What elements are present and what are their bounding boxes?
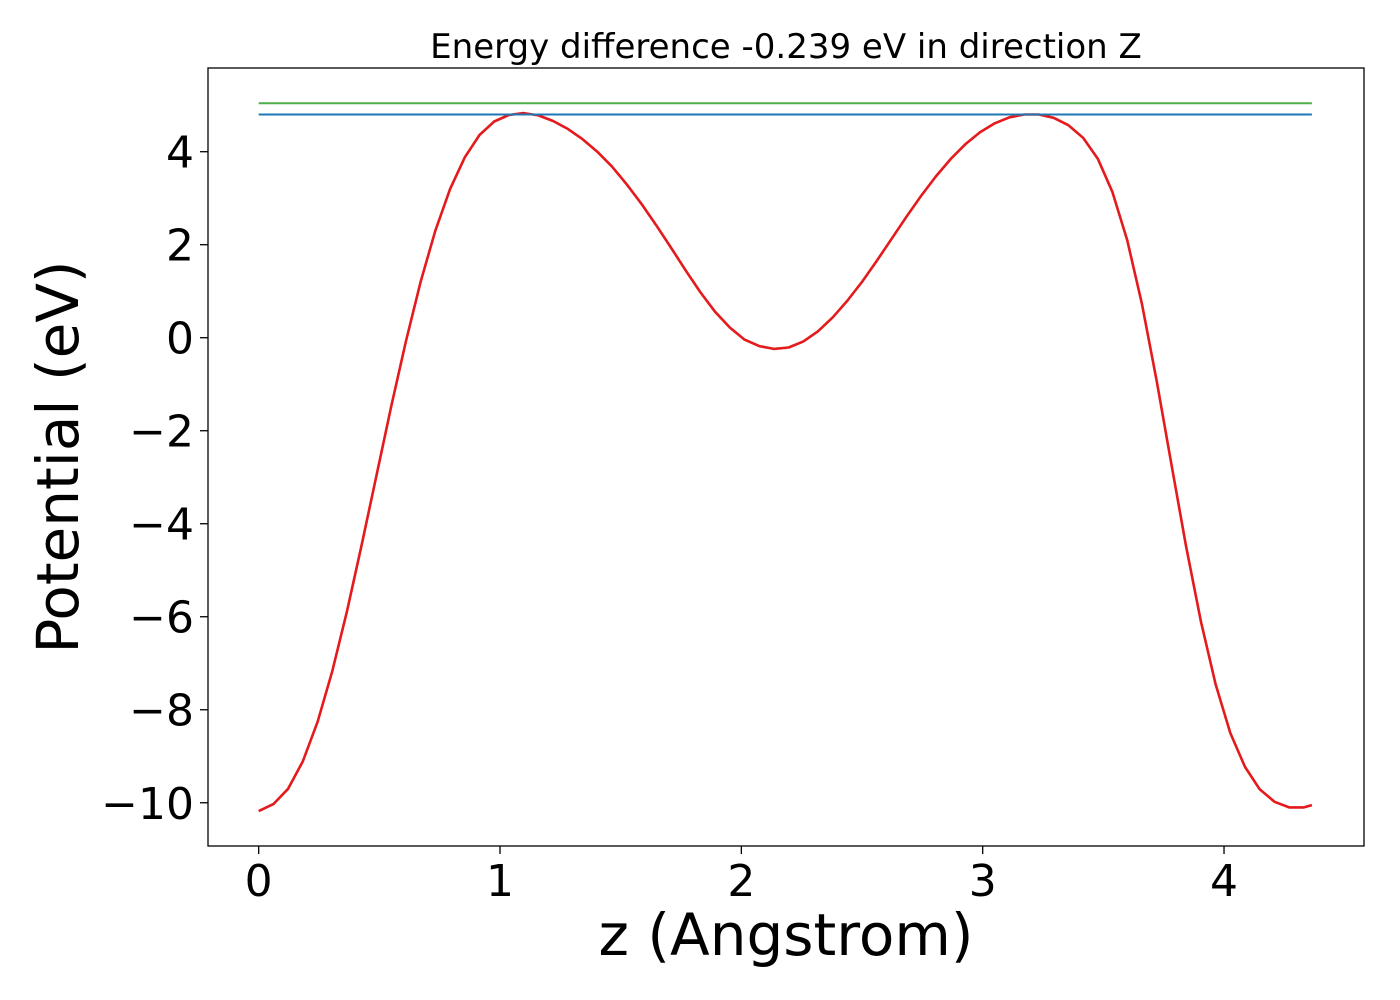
y-tick-label: 2 xyxy=(166,221,194,272)
series-line-0 xyxy=(258,111,1313,813)
x-tick-label: 4 xyxy=(1210,856,1238,907)
y-tick-label: −2 xyxy=(129,407,194,458)
chart-title: Energy difference -0.239 eV in direction… xyxy=(430,27,1142,67)
y-tick-label: 4 xyxy=(166,128,194,179)
y-tick-label: −10 xyxy=(101,779,194,830)
x-axis-label: z (Angstrom) xyxy=(599,901,974,969)
x-tick-label: 1 xyxy=(486,856,514,907)
plot-area xyxy=(258,102,1313,813)
x-axis: 0 1 2 3 4 xyxy=(245,846,1238,907)
y-axis-label: Potential (eV) xyxy=(24,260,92,653)
y-tick-label: −8 xyxy=(129,686,194,737)
y-tick-label: −6 xyxy=(129,593,194,644)
axes-frame xyxy=(207,67,1365,847)
x-tick-label: 2 xyxy=(727,856,755,907)
y-tick-label: −4 xyxy=(129,500,194,551)
y-tick-label: 0 xyxy=(166,314,194,365)
y-axis: 4 2 0 −2 −4 −6 −8 −10 xyxy=(101,128,208,830)
x-tick-label: 3 xyxy=(969,856,997,907)
x-tick-label: 0 xyxy=(245,856,273,907)
